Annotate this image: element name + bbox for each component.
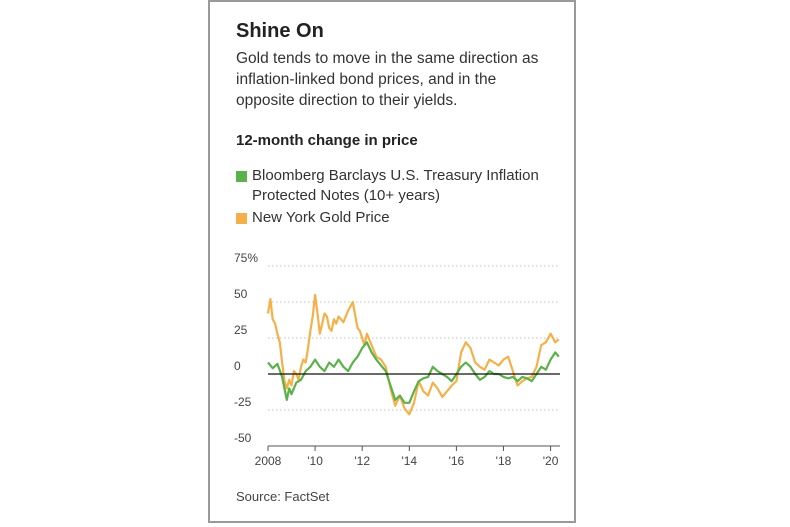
y-tick-label: 75% (234, 252, 258, 265)
chart-measure-label: 12-month change in price (236, 132, 418, 149)
legend-item-gold: New York Gold Price (236, 208, 566, 228)
source-note: Source: FactSet (236, 489, 330, 504)
y-tick-label: 50 (234, 287, 248, 301)
y-tick-label: -50 (234, 431, 252, 445)
legend-swatch-tips (236, 171, 247, 182)
y-tick-label: -25 (234, 395, 252, 409)
chart-subtitle: Gold tends to move in the same direction… (236, 50, 539, 109)
x-tick-label: '16 (449, 454, 465, 468)
y-tick-label: 25 (234, 323, 248, 337)
legend-item-tips: Bloomberg Barclays U.S. Treasury Inflati… (236, 166, 566, 206)
chart-title: Shine On (236, 20, 324, 42)
chart-panel: Shine On Gold tends to move in the same … (208, 0, 576, 523)
legend-label-gold: New York Gold Price (252, 209, 390, 226)
x-tick-label: 2008 (255, 454, 282, 468)
legend-label-tips: Bloomberg Barclays U.S. Treasury Inflati… (252, 167, 539, 204)
series-line-gold (266, 293, 560, 416)
legend-swatch-gold (236, 213, 247, 224)
x-tick-label: '14 (401, 454, 417, 468)
x-tick-label: '20 (543, 454, 559, 468)
legend: Bloomberg Barclays U.S. Treasury Inflati… (236, 166, 566, 228)
x-tick-label: '12 (354, 454, 370, 468)
x-tick-label: '18 (496, 454, 512, 468)
y-tick-label: 0 (234, 359, 241, 373)
x-tick-label: '10 (307, 454, 323, 468)
series-line-tips (267, 341, 560, 404)
